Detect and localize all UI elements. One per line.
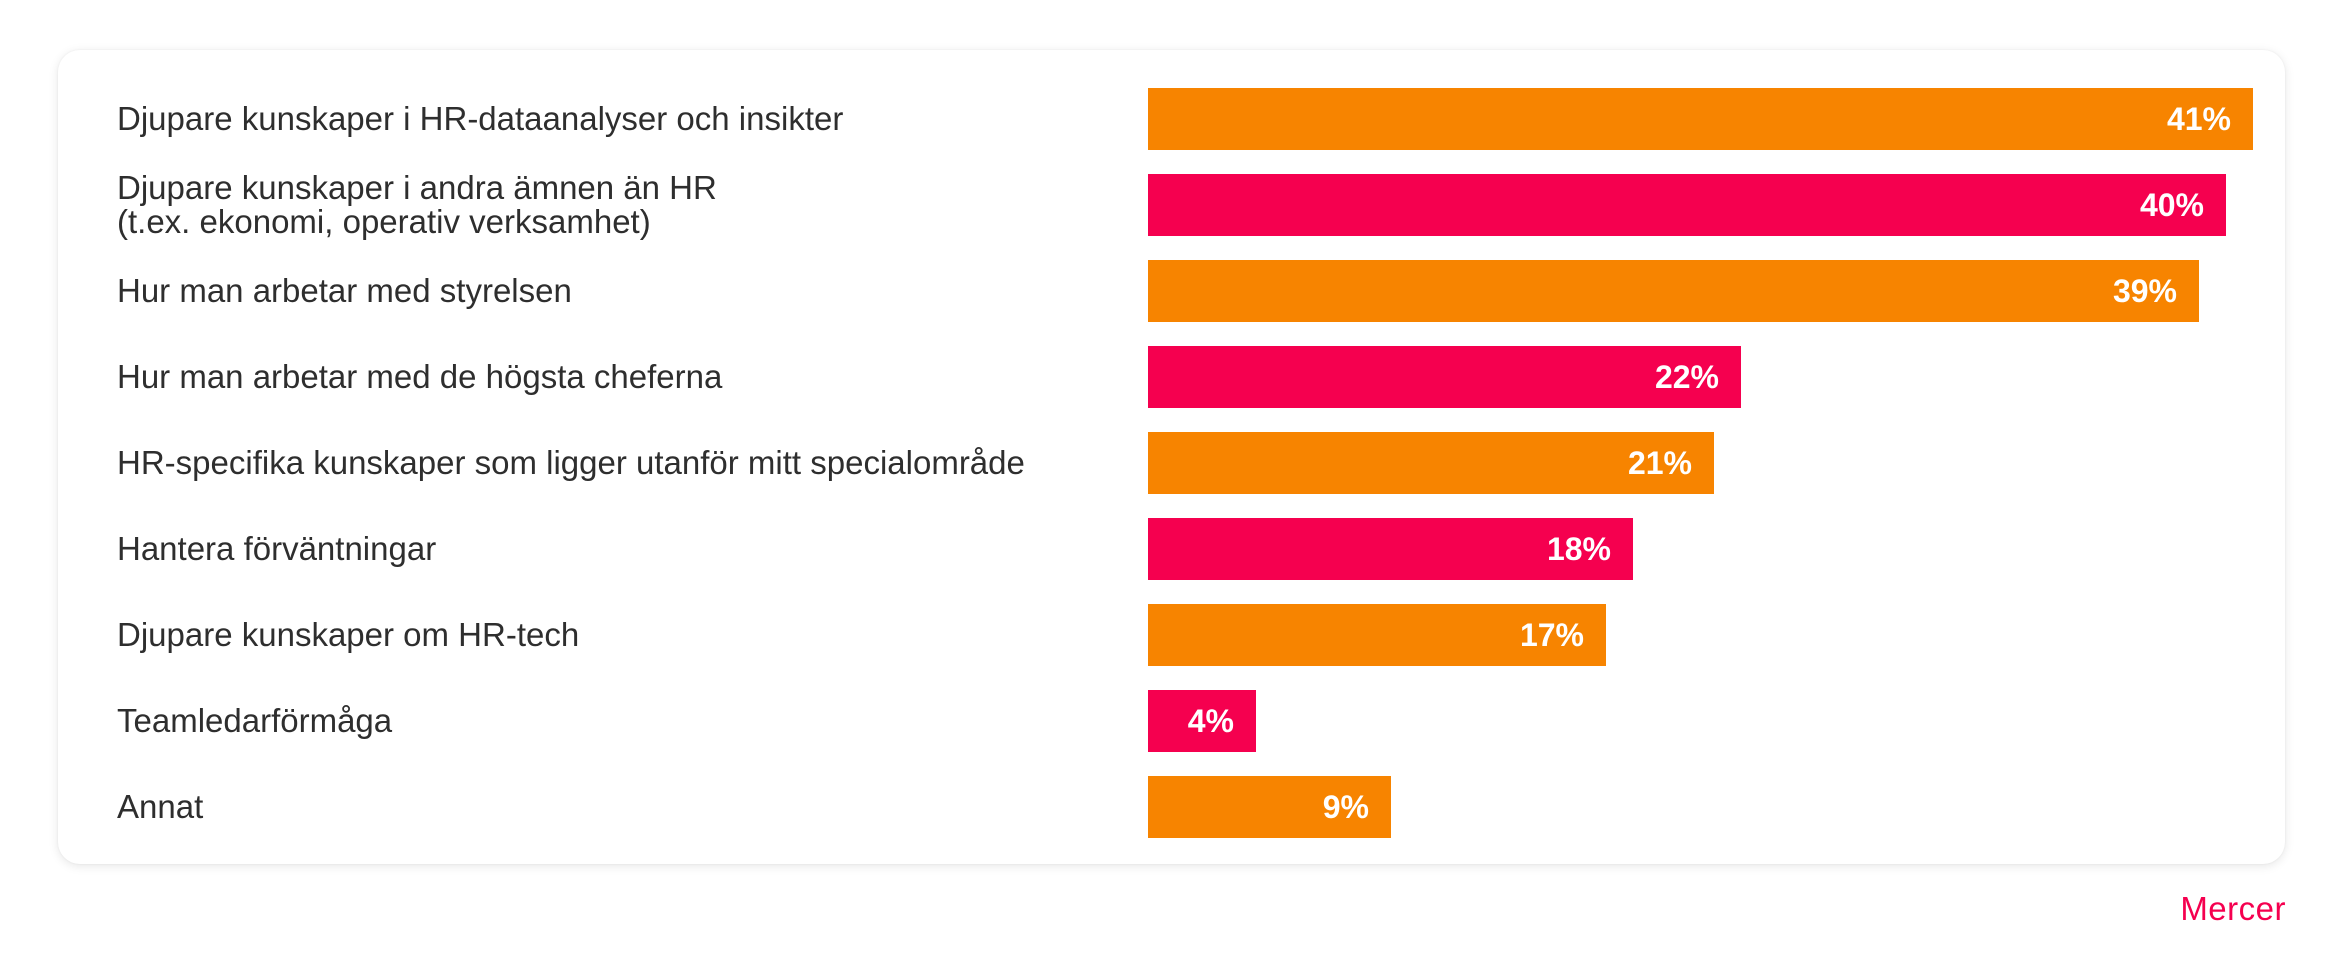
category-label: Hur man arbetar med de högsta cheferna	[117, 358, 723, 395]
category-label: Djupare kunskaper i andra ämnen än HR (t…	[117, 169, 717, 240]
category-label: Djupare kunskaper om HR-tech	[117, 616, 580, 653]
bar-value-label: 41%	[2166, 101, 2231, 137]
bar-value-label: 9%	[1322, 789, 1369, 825]
bar: 17%	[1148, 604, 1606, 666]
category-label: Djupare kunskaper i HR-dataanalyser och …	[117, 100, 844, 137]
bar: 41%	[1148, 88, 2253, 150]
category-label: Teamledarförmåga	[117, 702, 393, 739]
bar-value-label: 17%	[1519, 617, 1584, 653]
bar-value-label: 39%	[2112, 273, 2177, 309]
category-label: Annat	[117, 788, 204, 825]
category-label: Hantera förväntningar	[117, 530, 437, 567]
bar-value-label: 18%	[1546, 531, 1611, 567]
bar: 39%	[1148, 260, 2199, 322]
bar: 21%	[1148, 432, 1714, 494]
category-label: HR-specifika kunskaper som ligger utanfö…	[117, 444, 1025, 481]
bar-value-label: 40%	[2139, 187, 2204, 223]
bar: 22%	[1148, 346, 1741, 408]
bar: 40%	[1148, 174, 2226, 236]
bar-value-label: 21%	[1627, 445, 1692, 481]
bar: 18%	[1148, 518, 1633, 580]
bar-value-label: 4%	[1187, 703, 1234, 739]
bar: 9%	[1148, 776, 1391, 838]
bar: 4%	[1148, 690, 1256, 752]
category-label: Hur man arbetar med styrelsen	[117, 272, 572, 309]
mercer-logo: Mercer	[2180, 890, 2286, 927]
bar-value-label: 22%	[1654, 359, 1719, 395]
